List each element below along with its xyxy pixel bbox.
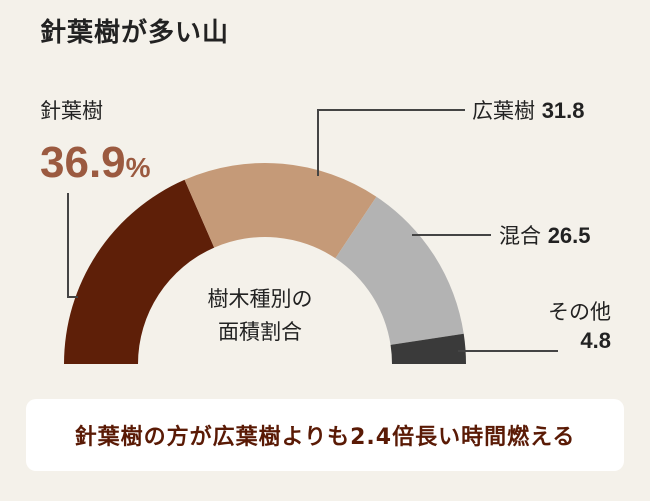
label-mixed: 混合 26.5 [499,220,591,250]
slice-label-broadleaf: 広葉樹 [472,99,535,123]
slice-value-mixed: 26.5 [547,223,591,248]
summary-banner-text: 針葉樹の方が広葉樹よりも2.4倍長い時間燃える [74,425,576,450]
label-konifer: 針葉樹 [40,95,103,125]
slice-broadleaf [184,163,377,259]
leader-lines [67,109,558,352]
center-caption-line2: 面積割合 [218,320,302,344]
summary-banner: 針葉樹の方が広葉樹よりも2.4倍長い時間燃える [26,399,624,471]
slice-mixed [335,196,464,345]
slice-label-konifer: 針葉樹 [40,99,103,123]
highlight-number: 36.9 [40,138,126,187]
slice-label-mixed: 混合 [499,224,541,248]
slice-value-broadleaf: 31.8 [541,98,585,123]
chart-title: 針葉樹が多い山 [40,18,230,48]
leader-line-konifer [67,193,78,298]
donut-slices [64,163,466,364]
slice-other [390,333,466,364]
highlight-value: 36.9% [40,138,151,188]
slice-value-other: 4.8 [580,328,611,353]
label-broadleaf: 広葉樹 31.8 [472,95,585,125]
slice-label-other: その他 [548,300,611,324]
highlight-unit: % [125,152,151,183]
slice-konifer [64,179,215,364]
label-other: その他 4.8 [548,296,611,354]
center-caption: 樹木種別の 面積割合 [170,283,350,349]
leader-line-broadleaf [317,109,465,176]
center-caption-line1: 樹木種別の [207,287,313,311]
